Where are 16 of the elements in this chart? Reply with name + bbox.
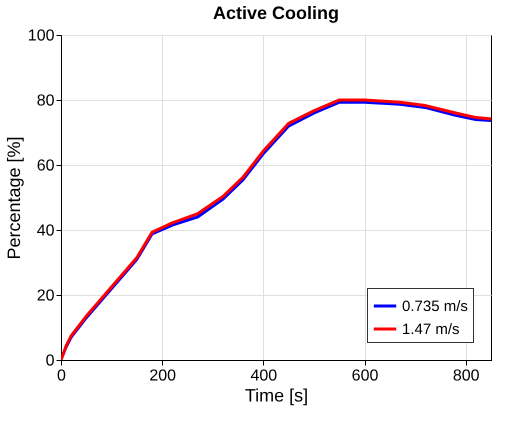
- y-tick-label: 100: [28, 28, 55, 44]
- x-axis-title: Time [s]: [244, 386, 308, 406]
- legend-label: 0.735 m/s: [402, 298, 468, 315]
- y-axis-title: Percentage [%]: [4, 136, 24, 260]
- y-tick-label: 60: [36, 158, 55, 174]
- y-tick-label: 0: [46, 352, 55, 370]
- x-tick-label: 400: [250, 368, 278, 384]
- x-tick-label: 800: [452, 368, 480, 384]
- y-tick-label: 80: [36, 92, 55, 110]
- chart-title: Active Cooling: [212, 3, 340, 23]
- x-tick-label: 0: [57, 368, 66, 384]
- x-tick-label: 600: [352, 368, 378, 384]
- x-tick-label: 200: [149, 368, 176, 384]
- legend-label: 1.47 m/s: [402, 321, 460, 338]
- y-tick-label: 20: [36, 288, 55, 304]
- y-tick-label: 40: [36, 222, 55, 240]
